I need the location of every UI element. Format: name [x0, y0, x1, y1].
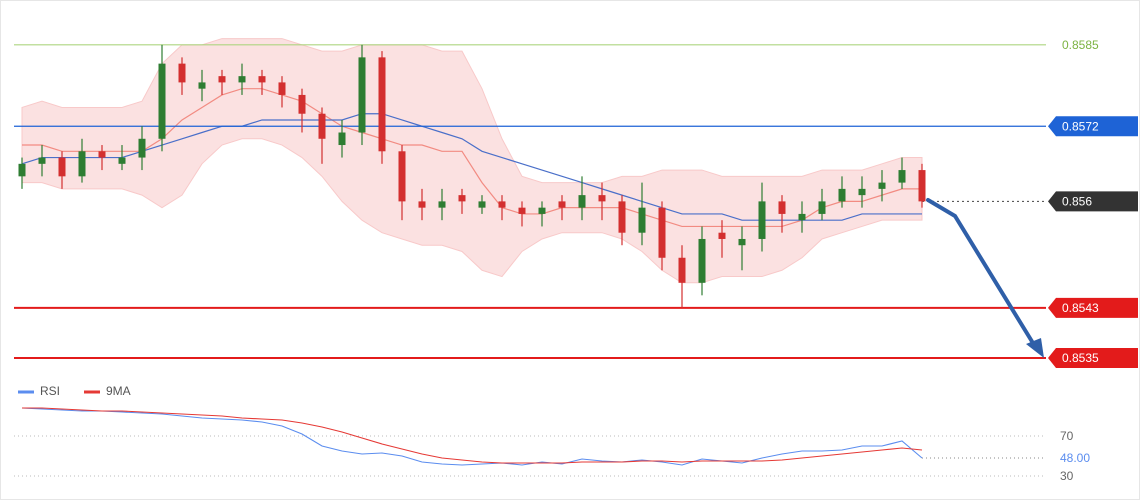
candle-body — [698, 238, 706, 283]
candle-body — [498, 201, 506, 208]
level-label: 0.8585 — [1062, 38, 1099, 52]
candle-body — [218, 76, 226, 83]
level-chip — [1048, 347, 1138, 368]
candle-body — [38, 157, 46, 164]
candle-body — [538, 207, 546, 214]
candle-body — [778, 201, 786, 214]
candle-body — [78, 151, 86, 177]
candle-body — [918, 170, 926, 202]
candle-body — [278, 82, 286, 95]
candle-body — [138, 138, 146, 158]
candle-body — [358, 57, 366, 133]
rsi-line — [22, 407, 923, 464]
rsi-tick-label: 30 — [1060, 469, 1074, 483]
legend-label: 9MA — [106, 384, 131, 398]
rsi-tick-label: 70 — [1060, 429, 1074, 443]
moving-average — [21, 113, 922, 221]
candle-body — [758, 201, 766, 239]
candle-body — [598, 195, 606, 202]
candle-body — [238, 76, 246, 83]
candle-body — [58, 157, 66, 177]
candle-body — [618, 201, 626, 233]
level-chip — [1048, 297, 1138, 318]
moving-average — [22, 88, 922, 228]
candle-body — [518, 207, 526, 214]
candle-body — [658, 207, 666, 258]
candle-body — [858, 188, 866, 196]
bollinger-band — [21, 38, 923, 284]
level-label: 0.856 — [1062, 195, 1092, 209]
candle-body — [198, 82, 206, 89]
candle-body — [638, 207, 646, 233]
candle-body — [298, 94, 306, 114]
level-chip — [1048, 116, 1138, 137]
candle-body — [178, 63, 186, 83]
candle-body — [118, 157, 126, 164]
candle-body — [678, 257, 686, 283]
candle-body — [258, 76, 266, 83]
candle-body — [898, 170, 906, 183]
forecast-arrow — [926, 198, 1038, 350]
candle-body — [578, 195, 586, 208]
forecast-arrowhead — [1026, 338, 1044, 358]
candle-body — [838, 188, 846, 202]
candle-body — [158, 63, 166, 139]
candle-body — [318, 113, 326, 139]
legend-label: RSI — [40, 384, 60, 398]
candle-body — [478, 201, 486, 208]
candle-body — [458, 195, 466, 202]
level-chip — [1048, 191, 1138, 212]
candle-body — [718, 232, 726, 239]
candle-body — [738, 238, 746, 246]
candle-body — [378, 57, 386, 152]
rsi-last-label: 48.00 — [1060, 451, 1090, 465]
rsi-line — [21, 407, 923, 466]
level-label: 0.8572 — [1062, 119, 1099, 133]
candle-body — [558, 201, 566, 208]
candle-body — [798, 213, 806, 221]
candle-body — [438, 201, 446, 208]
candle-body — [338, 132, 346, 146]
candle-body — [398, 151, 406, 202]
candle-body — [818, 201, 826, 214]
candle-body — [18, 163, 26, 177]
level-label: 0.8535 — [1062, 351, 1099, 365]
level-label: 0.8543 — [1062, 301, 1099, 315]
candle-body — [418, 201, 426, 208]
candle-body — [98, 151, 106, 158]
candle-body — [878, 182, 886, 189]
